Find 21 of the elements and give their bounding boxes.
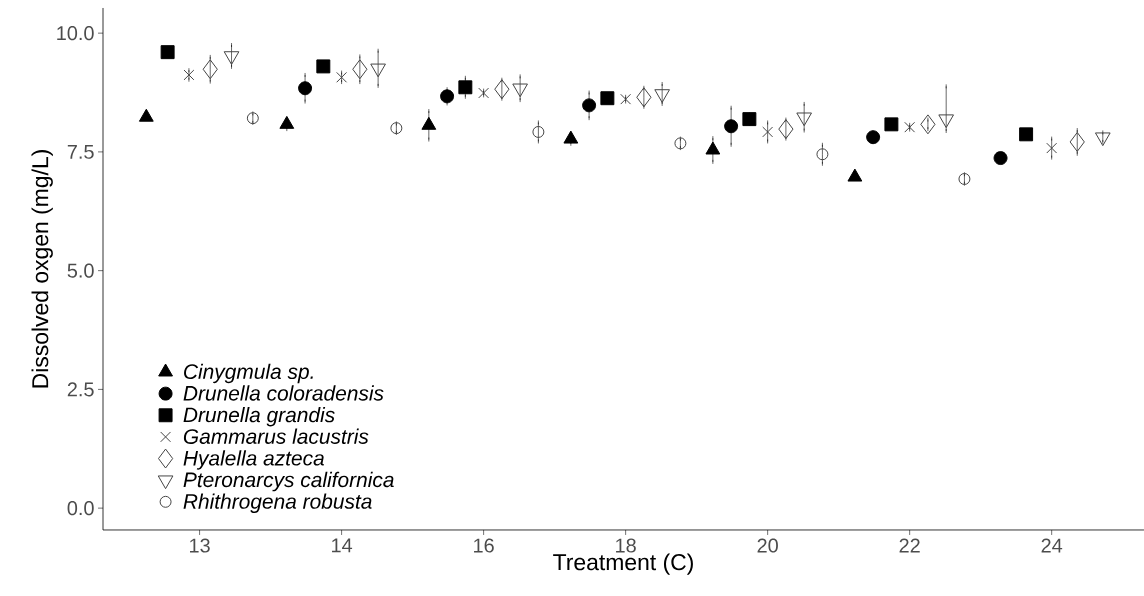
legend-label: Hyalella azteca bbox=[183, 450, 324, 470]
x-tick-label: 22 bbox=[899, 538, 920, 553]
y-axis-title: Dissolved oxgen (mg/L) bbox=[31, 150, 53, 388]
x-tick-label: 13 bbox=[190, 538, 210, 553]
legend-label: Drunella grandis bbox=[183, 406, 335, 427]
legend-label: Cinygmula sp. bbox=[184, 363, 313, 384]
y-tick-label: 7.5 bbox=[67, 144, 94, 159]
x-tick-label: 18 bbox=[616, 538, 636, 553]
x-tick-label: 20 bbox=[757, 538, 778, 553]
legend-label: Rhithrogena robusta bbox=[183, 493, 372, 513]
x-tick-label: 16 bbox=[474, 538, 494, 553]
y-tick-label: 10.0 bbox=[57, 26, 94, 41]
legend-label: Drunella coloradensis bbox=[183, 385, 384, 401]
x-tick-label: 14 bbox=[332, 538, 353, 553]
x-axis-title: Treatment (C) bbox=[553, 553, 693, 575]
x-tick-label: 24 bbox=[1041, 538, 1063, 553]
legend-label: Pteronarcys californica bbox=[183, 471, 394, 492]
y-tick-label: 5.0 bbox=[67, 263, 94, 278]
y-tick-label: 0.0 bbox=[67, 501, 94, 516]
legend-label: Gammarus lacustris bbox=[183, 428, 369, 444]
y-tick-label: 2.5 bbox=[67, 382, 94, 397]
